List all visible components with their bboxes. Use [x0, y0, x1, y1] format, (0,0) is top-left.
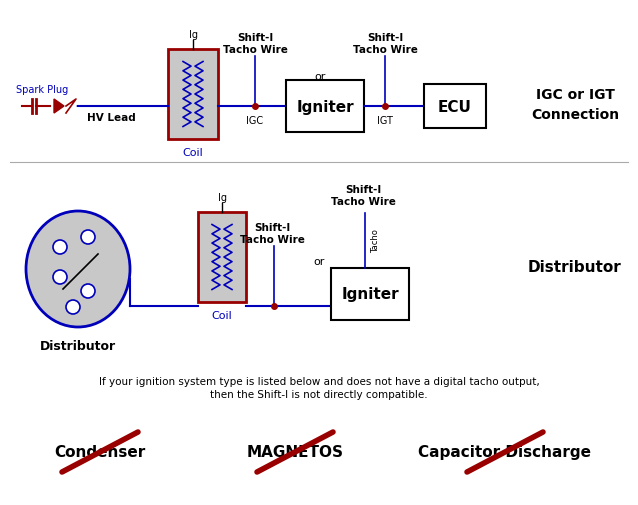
- Circle shape: [53, 271, 67, 284]
- Text: Distributor: Distributor: [40, 339, 116, 352]
- Bar: [198, 213, 246, 302]
- Text: HV Lead: HV Lead: [87, 113, 136, 123]
- Bar: [424, 85, 486, 129]
- Polygon shape: [66, 100, 76, 114]
- Text: Tacho: Tacho: [371, 229, 380, 252]
- Text: IGT: IGT: [377, 116, 393, 126]
- Text: or: or: [315, 72, 325, 82]
- Text: Coil: Coil: [212, 311, 232, 320]
- Text: Ig: Ig: [218, 192, 226, 203]
- Circle shape: [81, 284, 95, 298]
- Circle shape: [81, 231, 95, 244]
- Text: Shift-I
Tacho Wire: Shift-I Tacho Wire: [330, 185, 396, 207]
- Text: Spark Plug: Spark Plug: [16, 85, 68, 95]
- Text: MAGNETOS: MAGNETOS: [246, 444, 343, 460]
- Text: or: or: [314, 257, 325, 267]
- Text: Shift-I
Tacho Wire: Shift-I Tacho Wire: [353, 33, 417, 55]
- Text: Shift-I
Tacho Wire: Shift-I Tacho Wire: [223, 33, 288, 55]
- Text: Connection: Connection: [531, 108, 619, 122]
- Text: IGC: IGC: [246, 116, 263, 126]
- Text: ECU: ECU: [438, 99, 472, 114]
- Bar: [286, 81, 364, 133]
- Text: Distributor: Distributor: [528, 260, 622, 275]
- Text: Shift-I
Tacho Wire: Shift-I Tacho Wire: [239, 223, 304, 244]
- Ellipse shape: [26, 212, 130, 327]
- Circle shape: [53, 240, 67, 255]
- Text: Capacitor Discharge: Capacitor Discharge: [419, 444, 591, 460]
- Text: Igniter: Igniter: [341, 287, 399, 302]
- Text: Coil: Coil: [182, 147, 204, 158]
- Text: Ig: Ig: [188, 30, 198, 40]
- Text: Condenser: Condenser: [54, 444, 145, 460]
- Polygon shape: [54, 100, 64, 114]
- Circle shape: [66, 300, 80, 315]
- Bar: [168, 50, 218, 140]
- Text: IGC or IGT: IGC or IGT: [535, 88, 614, 102]
- Text: then the Shift-I is not directly compatible.: then the Shift-I is not directly compati…: [210, 389, 428, 399]
- Bar: [331, 269, 409, 320]
- Text: If your ignition system type is listed below and does not have a digital tacho o: If your ignition system type is listed b…: [99, 376, 539, 386]
- Text: Igniter: Igniter: [296, 99, 354, 114]
